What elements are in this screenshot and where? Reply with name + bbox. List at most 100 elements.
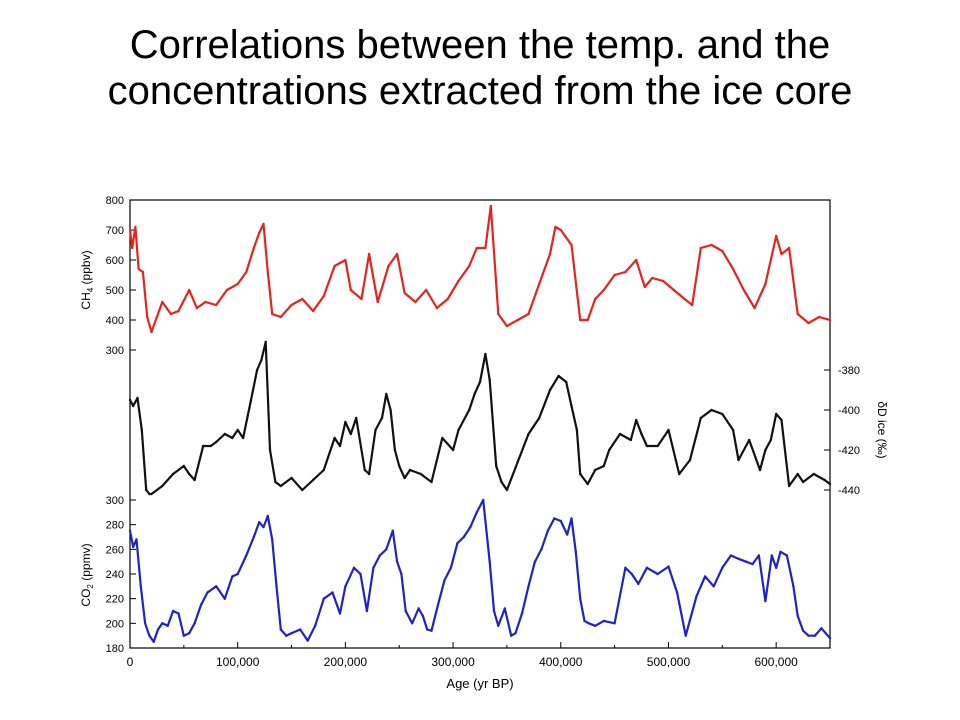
ch4-series-line-point xyxy=(742,288,745,292)
co2-series-line-point xyxy=(152,640,155,643)
ch4-series-line-point xyxy=(505,324,509,328)
ch4-series-line-point xyxy=(516,318,519,322)
deltad-series-line-point xyxy=(468,408,471,412)
co2-series-line-point xyxy=(594,624,597,627)
co2-series-line-point xyxy=(751,562,754,566)
ch4-series-line-point xyxy=(780,252,783,256)
co2-series-line-point xyxy=(624,566,627,569)
deltad-series-line-point xyxy=(363,468,366,472)
x-axis-title: Age (yr BP) xyxy=(446,676,513,691)
age-tick-label: 500,000 xyxy=(647,655,691,669)
ch4-series-line-point xyxy=(395,252,399,256)
ch4-series-line-point xyxy=(225,288,229,292)
co2-series-line-point xyxy=(391,529,394,532)
co2-series-line-point xyxy=(206,591,209,594)
deltad-series-line-point xyxy=(215,440,218,444)
co2-series-line-point xyxy=(262,525,265,529)
co2-series-line-point xyxy=(156,628,160,631)
co2-series-line-point xyxy=(322,597,325,600)
co2-series-line-point xyxy=(400,572,403,576)
co2-series-line-point xyxy=(738,558,741,561)
co2-series-line-point xyxy=(171,609,175,613)
deltad-series-line-point xyxy=(150,492,153,496)
deltad-series-line-point xyxy=(538,416,541,420)
deltad-series-line-point xyxy=(290,476,293,480)
deltad-series-line-point xyxy=(430,480,433,484)
deltad-series-line-point xyxy=(223,432,226,436)
co2-series-line-point xyxy=(279,628,282,631)
deltad-series-line-point xyxy=(231,436,234,440)
deltad-series-line-point xyxy=(812,472,815,476)
co2-series-line-point xyxy=(546,529,549,532)
slide-title: Correlations between the temp. and the c… xyxy=(107,23,853,113)
ch4-series-line-point xyxy=(635,258,638,262)
co2-series-line-point xyxy=(378,554,381,557)
deltad-series-line-point xyxy=(389,408,392,412)
deltad-series-line-point xyxy=(678,472,681,476)
co2-series-line-point xyxy=(421,614,425,618)
co2-series-line-point xyxy=(139,585,142,588)
deltad-series-line-point xyxy=(260,358,263,362)
data-series xyxy=(128,204,832,643)
ch4-series-line-point xyxy=(252,246,255,250)
age-tick-label: 600,000 xyxy=(754,655,798,669)
co2-series-line xyxy=(128,498,831,643)
co2-series-line-point xyxy=(299,628,302,631)
ch4-series-line-point xyxy=(787,246,791,250)
deltad-series-line-point xyxy=(457,428,460,432)
co2-series-line-point xyxy=(482,498,485,502)
deltad-series-line-point xyxy=(279,484,282,488)
ch4-series-line-point xyxy=(699,246,702,250)
ch4-axis-title: CH4 (ppbv) xyxy=(79,250,95,309)
ch4-series-line-point xyxy=(322,294,325,298)
ch4-series-line-point xyxy=(710,243,713,247)
ch4-series-line-point xyxy=(554,225,557,229)
co2-series-line-point xyxy=(385,548,388,551)
co2-series-line-point xyxy=(645,566,649,569)
co2-series-line-point xyxy=(352,566,356,569)
ch4-series-line-point xyxy=(360,297,363,301)
co2-series-line-point xyxy=(252,535,255,539)
deltad-series-line-point xyxy=(565,380,568,384)
deltad-series-line-point xyxy=(495,464,498,468)
age-tick-label: 100,000 xyxy=(216,655,260,669)
deltad-series-line-point xyxy=(579,472,582,476)
ch4-series-line xyxy=(128,204,831,334)
deltad-series-line-point xyxy=(374,428,377,432)
deltad-series-line-point xyxy=(451,448,455,452)
ch4-tick-label: 800 xyxy=(106,195,124,207)
deltad-series-line-point xyxy=(731,428,735,432)
ch4-series-line-point xyxy=(367,252,371,256)
deltad-series-line-point xyxy=(380,416,384,420)
co2-series-line-point xyxy=(792,585,795,588)
deltad-series-line-point xyxy=(193,478,196,482)
deltad-series-line-point xyxy=(823,478,826,482)
co2-series-line-point xyxy=(488,560,491,563)
co2-series-line-point xyxy=(143,622,147,625)
co2-tick-label: 280 xyxy=(106,520,124,532)
ch4-series-line-point xyxy=(435,306,439,310)
deltad-series-line-point xyxy=(338,444,342,448)
deltad-series-line-point xyxy=(516,460,519,464)
co2-series-line-point xyxy=(579,597,582,600)
co2-series-line-point xyxy=(258,521,261,524)
co2-series-line-point xyxy=(436,603,440,606)
deltad-series-line-point xyxy=(527,432,530,436)
ch4-series-line-point xyxy=(137,267,140,271)
ch4-series-line-point xyxy=(538,282,541,286)
ch4-series-line-point xyxy=(414,300,417,304)
ch4-series-line-point xyxy=(475,246,478,250)
ch4-series-line-point xyxy=(333,264,336,268)
ch4-series-line-point xyxy=(828,318,832,322)
deltad-series-line xyxy=(129,340,831,496)
axes-labels: 800 700 600 500 400 300 300 280 260 240 220 200 180 -… xyxy=(79,195,889,691)
co2-series-line-point xyxy=(602,619,605,623)
deltad-series-line-point xyxy=(748,438,751,442)
ch4-series-line-point xyxy=(594,297,597,301)
ch4-series-line-point xyxy=(559,228,562,232)
co2-series-line-point xyxy=(359,572,362,576)
co2-series-line-point xyxy=(266,514,269,518)
co2-series-line-point xyxy=(199,603,203,606)
ch4-tick-label: 600 xyxy=(106,255,124,267)
